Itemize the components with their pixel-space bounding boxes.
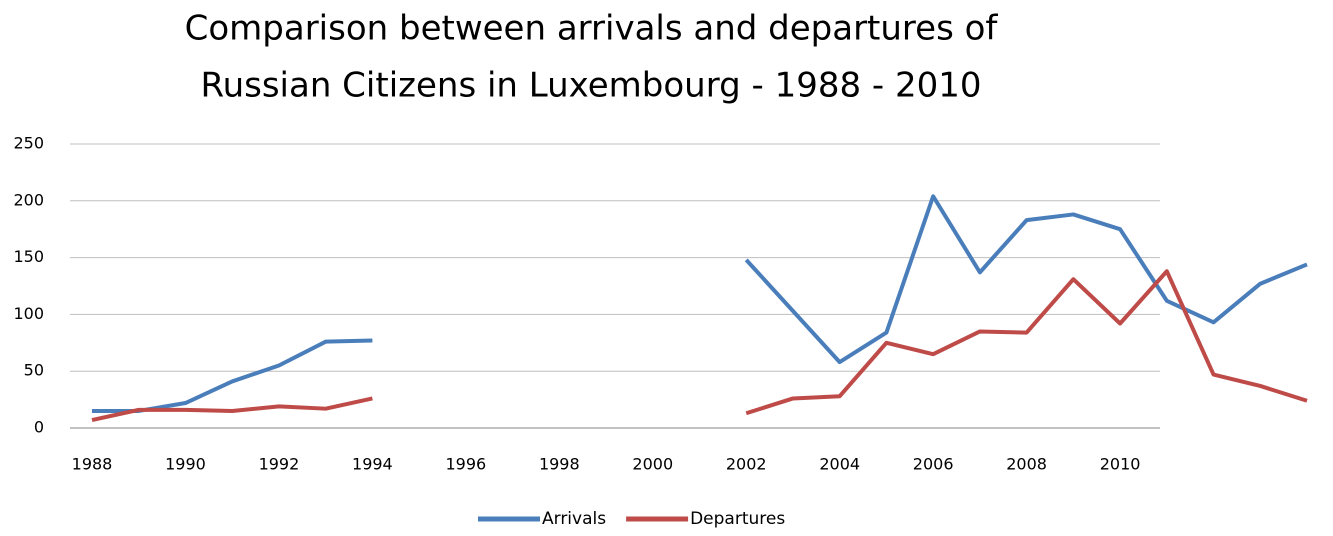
x-tick-label: 2008: [1006, 455, 1047, 474]
x-tick-label: 1996: [445, 455, 486, 474]
y-tick-label: 0: [34, 418, 44, 437]
y-tick-label: 250: [13, 134, 44, 153]
x-tick-label: 1998: [539, 455, 580, 474]
y-tick-label: 200: [13, 190, 44, 209]
y-tick-label: 150: [13, 247, 44, 266]
x-tick-label: 1994: [352, 455, 393, 474]
x-tick-label: 2010: [1100, 455, 1141, 474]
y-tick-label: 50: [24, 361, 44, 380]
x-tick-label: 2002: [726, 455, 767, 474]
legend-label: Departures: [690, 509, 785, 529]
legend-label: Arrivals: [542, 509, 606, 529]
chart-title: Russian Citizens in Luxembourg - 1988 - …: [200, 66, 981, 106]
x-tick-label: 1990: [165, 455, 206, 474]
chart-title: Comparison between arrivals and departur…: [185, 9, 999, 49]
y-tick-label: 100: [13, 304, 44, 323]
x-tick-label: 1992: [259, 455, 300, 474]
series-line: [91, 269, 1308, 423]
series-line: [92, 194, 1308, 413]
x-tick-label: 2006: [913, 455, 954, 474]
x-tick-label: 2000: [632, 455, 673, 474]
x-tick-label: 2004: [819, 455, 860, 474]
x-tick-label: 1988: [72, 455, 113, 474]
